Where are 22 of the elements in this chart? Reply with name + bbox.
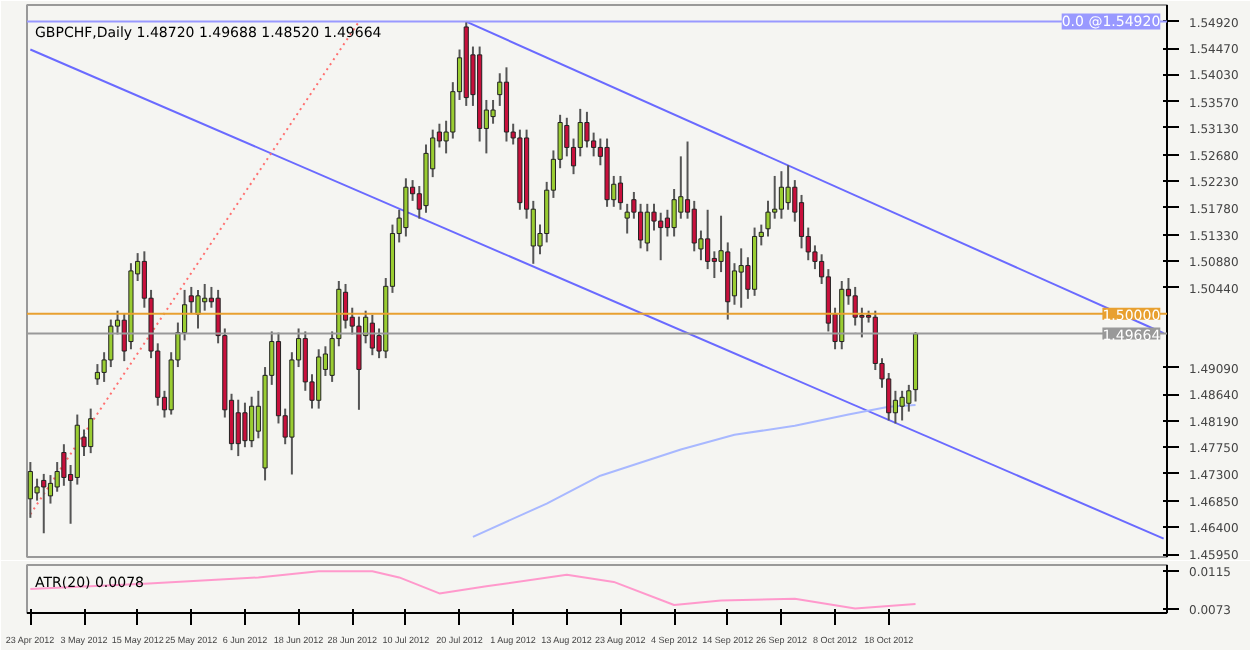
candlestick (249, 395, 255, 449)
line-series (29, 570, 917, 610)
candlestick (41, 472, 47, 535)
candlestick (235, 398, 241, 458)
candlestick (778, 170, 784, 220)
candlestick (242, 401, 248, 449)
candlestick (490, 98, 496, 125)
candlestick (369, 313, 375, 357)
candlestick (403, 177, 409, 238)
candlestick (316, 348, 322, 410)
candlestick (705, 208, 711, 271)
candlestick (356, 315, 362, 411)
candlestick (584, 110, 590, 149)
candlestick (195, 288, 201, 330)
candlestick (785, 164, 791, 211)
candlestick (644, 202, 650, 253)
candlestick (88, 407, 94, 455)
candlestick (27, 461, 33, 519)
candlestick (658, 211, 664, 262)
candlestick (738, 247, 744, 309)
candlestick (617, 174, 624, 211)
candlestick (899, 389, 905, 422)
